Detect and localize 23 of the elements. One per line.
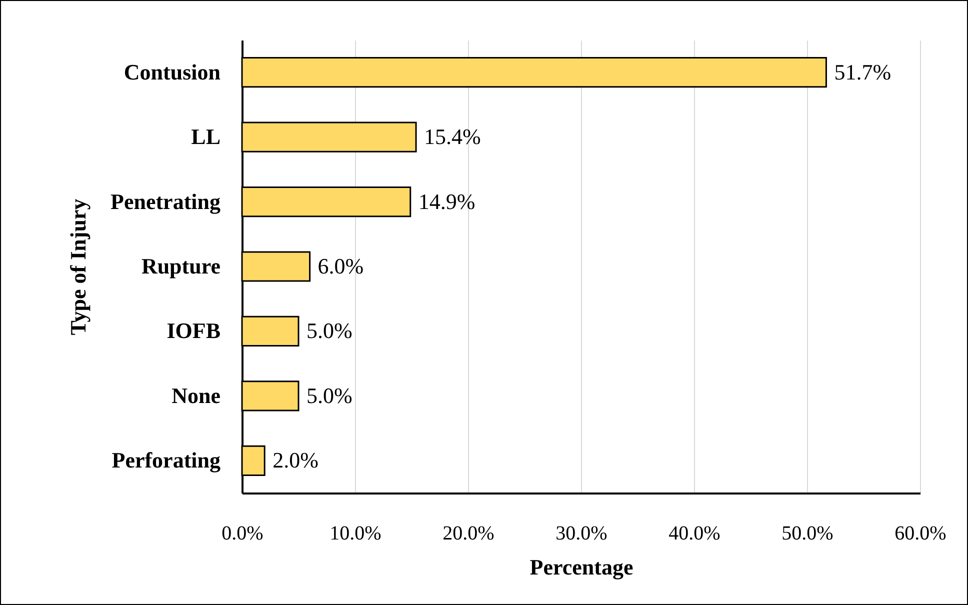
data-label: 6.0%	[318, 254, 364, 278]
x-tick-label: 20.0%	[442, 522, 494, 544]
data-label: 51.7%	[834, 59, 892, 84]
data-label: 2.0%	[272, 448, 318, 473]
x-axis-title: Percentage	[530, 554, 634, 580]
x-tick-label: 40.0%	[668, 522, 720, 544]
x-tick-label: 30.0%	[556, 522, 608, 544]
y-tick-label: Penetrating	[110, 188, 220, 214]
y-tick-label: IOFB	[166, 318, 221, 344]
x-tick-label: 10.0%	[330, 522, 382, 544]
x-tick-label: 60.0%	[894, 522, 946, 544]
x-tick-label: 50.0%	[782, 522, 834, 544]
y-tick-label: Perforating	[112, 448, 220, 473]
data-label: 5.0%	[306, 382, 352, 408]
x-tick-label: 0.0%	[222, 522, 264, 544]
data-label: 15.4%	[424, 124, 481, 150]
y-tick-label: None	[172, 382, 221, 408]
y-tick-label: Contusion	[124, 59, 220, 84]
data-label: 14.9%	[418, 188, 476, 214]
y-axis-title: Type of Injury	[66, 198, 91, 336]
y-tick-label: LL	[191, 124, 220, 150]
y-tick-label: Rupture	[141, 254, 221, 278]
data-label: 5.0%	[306, 318, 352, 344]
